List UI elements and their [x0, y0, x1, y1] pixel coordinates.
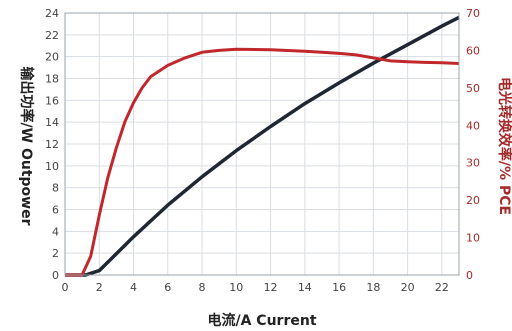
y-left-tick-label: 18 — [45, 73, 59, 86]
y-left-tick-label: 14 — [45, 116, 59, 129]
y-left-tick-label: 12 — [45, 138, 59, 151]
x-axis-title: 电流/A Current — [207, 312, 316, 329]
y-left-tick-label: 16 — [45, 94, 59, 107]
x-tick-label: 4 — [130, 281, 137, 294]
y-left-tick-label: 20 — [45, 51, 59, 64]
y-right-tick-label: 40 — [466, 119, 480, 132]
series-pce-line — [65, 47, 460, 277]
y-right-axis-title: 电光转换效率/% PCE — [496, 77, 512, 215]
y-left-tick-label: 10 — [45, 160, 59, 173]
y-right-axis-ticks: 0 10 20 30 40 50 60 70 — [466, 7, 480, 282]
x-tick-label: 18 — [366, 281, 380, 294]
y-left-tick-label: 22 — [45, 29, 59, 42]
y-right-tick-label: 10 — [466, 232, 480, 245]
y-right-tick-label: 50 — [466, 82, 480, 95]
x-tick-label: 16 — [332, 281, 346, 294]
y-left-tick-label: 8 — [52, 182, 59, 195]
x-tick-label: 2 — [96, 281, 103, 294]
y-left-axis-title: 输出功率/W Outpower — [18, 67, 35, 226]
y-right-tick-label: 0 — [466, 269, 473, 282]
y-left-tick-label: 0 — [52, 269, 59, 282]
x-tick-label: 14 — [298, 281, 312, 294]
y-right-tick-label: 60 — [466, 44, 480, 57]
x-tick-label: 12 — [264, 281, 278, 294]
x-tick-label: 20 — [401, 281, 415, 294]
plot-area-frame — [64, 12, 460, 276]
x-tick-label: 22 — [435, 281, 449, 294]
y-left-tick-label: 2 — [52, 247, 59, 260]
x-tick-label: 10 — [229, 281, 243, 294]
x-tick-label: 6 — [164, 281, 171, 294]
y-left-tick-label: 6 — [52, 204, 59, 217]
y-left-tick-label: 4 — [52, 225, 59, 238]
series-outpower-line — [65, 15, 460, 277]
x-tick-label: 0 — [62, 281, 69, 294]
y-left-tick-label: 24 — [45, 7, 59, 20]
y-right-tick-label: 30 — [466, 157, 480, 170]
grid — [64, 12, 459, 276]
x-tick-label: 8 — [199, 281, 206, 294]
y-right-tick-label: 70 — [466, 7, 480, 20]
x-axis-ticks: 0 2 4 6 8 10 12 14 16 18 20 22 — [62, 281, 449, 294]
y-right-tick-label: 20 — [466, 194, 480, 207]
